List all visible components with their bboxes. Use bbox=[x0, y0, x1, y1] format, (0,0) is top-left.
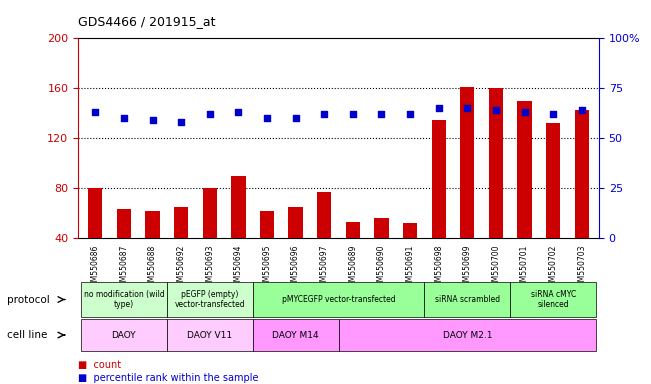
Point bbox=[462, 105, 473, 111]
Point bbox=[290, 115, 301, 121]
Point bbox=[90, 109, 100, 115]
Bar bbox=[174, 207, 188, 288]
Text: protocol: protocol bbox=[7, 295, 49, 305]
Point bbox=[348, 111, 358, 118]
Point bbox=[176, 119, 186, 125]
Point bbox=[519, 109, 530, 115]
Text: ■  count: ■ count bbox=[78, 360, 121, 370]
Bar bbox=[145, 210, 159, 288]
Text: siRNA scrambled: siRNA scrambled bbox=[435, 295, 500, 304]
Point bbox=[577, 107, 587, 113]
Bar bbox=[317, 192, 331, 288]
Bar bbox=[202, 188, 217, 288]
Point bbox=[204, 111, 215, 118]
Text: DAOY V11: DAOY V11 bbox=[187, 331, 232, 339]
Bar bbox=[346, 222, 360, 288]
Point bbox=[319, 111, 329, 118]
Text: DAOY M2.1: DAOY M2.1 bbox=[443, 331, 492, 339]
Text: DAOY: DAOY bbox=[111, 331, 136, 339]
Point bbox=[434, 105, 444, 111]
Bar bbox=[403, 223, 417, 288]
Bar bbox=[432, 119, 446, 288]
Text: ■  percentile rank within the sample: ■ percentile rank within the sample bbox=[78, 373, 258, 383]
Point bbox=[548, 111, 559, 118]
Bar bbox=[489, 88, 503, 288]
Point bbox=[147, 117, 158, 123]
Text: no modification (wild
type): no modification (wild type) bbox=[83, 290, 164, 309]
Point bbox=[376, 111, 387, 118]
Bar bbox=[518, 101, 532, 288]
Bar bbox=[117, 209, 131, 288]
Bar bbox=[460, 87, 475, 288]
Point bbox=[118, 115, 129, 121]
Bar bbox=[546, 123, 561, 288]
Point bbox=[491, 107, 501, 113]
Bar bbox=[260, 210, 274, 288]
Bar bbox=[288, 207, 303, 288]
Text: siRNA cMYC
silenced: siRNA cMYC silenced bbox=[531, 290, 575, 309]
Point bbox=[233, 109, 243, 115]
Text: pMYCEGFP vector-transfected: pMYCEGFP vector-transfected bbox=[282, 295, 395, 304]
Bar bbox=[575, 109, 589, 288]
Bar bbox=[374, 218, 389, 288]
Text: pEGFP (empty)
vector-transfected: pEGFP (empty) vector-transfected bbox=[174, 290, 245, 309]
Text: GDS4466 / 201915_at: GDS4466 / 201915_at bbox=[78, 15, 215, 28]
Point bbox=[262, 115, 272, 121]
Bar bbox=[88, 188, 102, 288]
Text: cell line: cell line bbox=[7, 330, 47, 340]
Text: DAOY M14: DAOY M14 bbox=[272, 331, 319, 339]
Bar bbox=[231, 175, 245, 288]
Point bbox=[405, 111, 415, 118]
